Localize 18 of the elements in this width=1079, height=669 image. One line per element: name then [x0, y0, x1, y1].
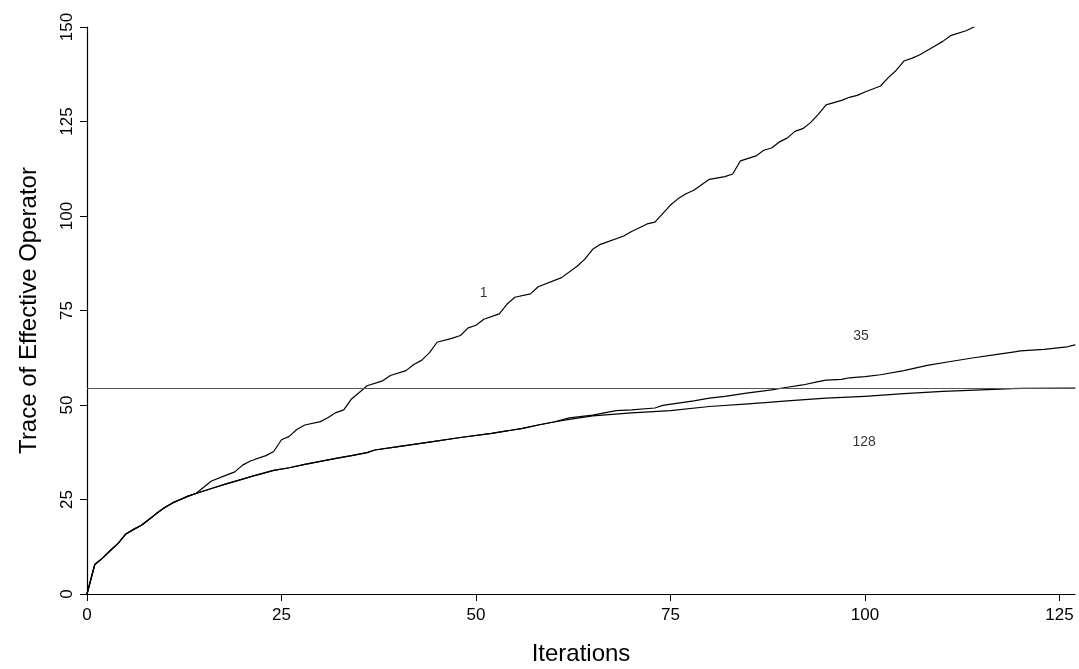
y-tick-label: 0 — [57, 589, 76, 599]
y-axis-title: Trace of Effective Operator — [13, 167, 41, 454]
x-tick-label: 125 — [1045, 605, 1074, 624]
y-tick-label: 50 — [57, 395, 76, 415]
y-tick-label: 100 — [57, 201, 76, 231]
x-tick-label: 25 — [272, 605, 291, 624]
y-tick-label: 75 — [57, 301, 76, 320]
series-label: 1 — [479, 283, 488, 300]
y-tick-label: 125 — [57, 107, 76, 136]
x-tick-label: 0 — [82, 605, 92, 624]
x-tick-label: 50 — [466, 605, 486, 624]
y-tick-label: 25 — [57, 490, 76, 509]
y-tick-label: 150 — [57, 12, 76, 42]
text: 35 — [853, 327, 870, 344]
x-tick-label: 100 — [850, 605, 880, 624]
x-tick-label: 75 — [661, 605, 680, 624]
text: 128 — [852, 432, 877, 449]
x-axis-title: Iterations — [531, 638, 631, 666]
